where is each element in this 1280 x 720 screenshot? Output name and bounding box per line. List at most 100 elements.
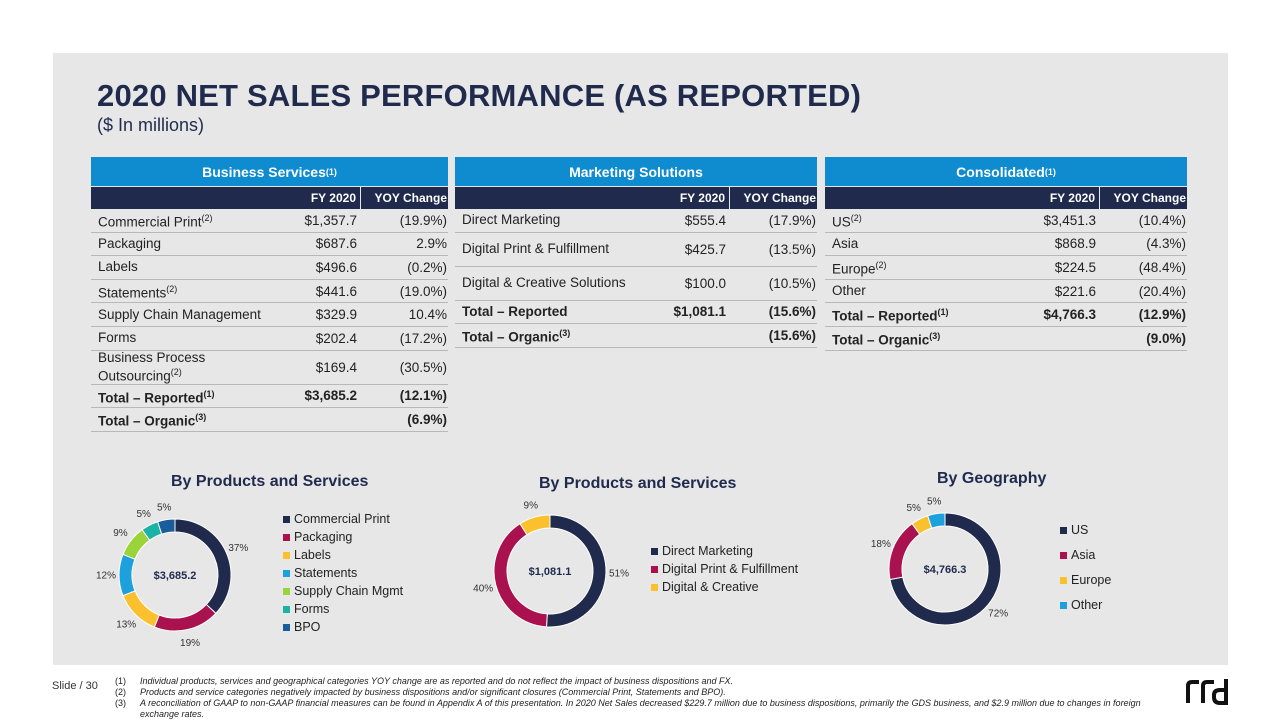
footnote-ref: (3) bbox=[929, 331, 941, 342]
slice-percent-label: 9% bbox=[113, 528, 128, 539]
row-fy-value: $687.6 bbox=[315, 236, 357, 252]
legend-label: Other bbox=[1071, 598, 1103, 612]
footnote-ref: (2) bbox=[166, 283, 178, 294]
footnote-ref: (1) bbox=[203, 388, 215, 399]
legend-label: Labels bbox=[294, 548, 331, 562]
column-header-row: FY 2020 YOY Change bbox=[91, 187, 448, 209]
row-yoy-value: (4.3%) bbox=[1146, 236, 1186, 252]
table-row: Total – Organic(3) (15.6%) bbox=[455, 324, 817, 348]
legend-swatch bbox=[651, 583, 658, 591]
row-label-text: Total – Reported bbox=[832, 308, 938, 324]
slice-percent-label: 13% bbox=[116, 619, 136, 630]
row-yoy-value: (13.5%) bbox=[768, 241, 816, 257]
table-header-label: Marketing Solutions bbox=[569, 163, 703, 180]
row-yoy-value: (19.0%) bbox=[399, 283, 447, 299]
footnote-number: (1) bbox=[115, 676, 126, 686]
page-subtitle: ($ In millions) bbox=[97, 115, 205, 135]
legend-swatch bbox=[1060, 577, 1067, 584]
donut-slice-asia bbox=[888, 522, 921, 581]
column-header-yoy: YOY Change bbox=[743, 191, 816, 205]
footnote-ref: (2) bbox=[201, 213, 213, 224]
table-row: Europe(2) $224.5 (48.4%) bbox=[825, 256, 1187, 280]
column-header-yoy: YOY Change bbox=[1113, 191, 1186, 205]
donut-center-total: $4,766.3 bbox=[924, 564, 967, 576]
table-row: US(2) $3,451.3 (10.4%) bbox=[825, 209, 1187, 233]
table-row: Statements(2) $441.6 (19.0%) bbox=[91, 280, 448, 304]
row-label: Total – Reported bbox=[455, 303, 644, 319]
legend-swatch bbox=[283, 605, 290, 613]
footnote: (1) Individual products, services and geo… bbox=[115, 676, 1175, 687]
row-label: US(2) bbox=[825, 211, 1014, 230]
table-header: Marketing Solutions bbox=[455, 157, 817, 186]
legend-swatch bbox=[283, 587, 290, 595]
table-header-label: Consolidated bbox=[956, 163, 1045, 180]
footnote-text: Products and service categories negative… bbox=[140, 687, 726, 697]
row-label: Digital Print & Fulfillment bbox=[455, 242, 644, 256]
row-label: Europe(2) bbox=[825, 258, 1014, 277]
legend-item: Digital Print & Fulfillment bbox=[651, 560, 798, 578]
row-fy-value: $100.0 bbox=[684, 275, 726, 291]
row-label: Direct Marketing bbox=[455, 213, 644, 227]
slice-percent-label: 5% bbox=[927, 496, 942, 507]
table-row: Supply Chain Management $329.9 10.4% bbox=[91, 303, 448, 327]
legend-label: Packaging bbox=[294, 530, 353, 544]
slice-percent-label: 72% bbox=[988, 608, 1008, 619]
legend-label: Commercial Print bbox=[294, 512, 390, 526]
donut-slice-statements bbox=[118, 553, 136, 597]
row-label-text: Total – Organic bbox=[462, 329, 560, 345]
row-label-text: Commercial Print bbox=[98, 214, 202, 230]
slice-percent-label: 18% bbox=[871, 539, 891, 550]
donut-slice-packaging bbox=[153, 603, 217, 632]
row-label: Statements(2) bbox=[91, 282, 275, 301]
legend-item: Digital & Creative bbox=[651, 578, 798, 596]
row-label-text: Supply Chain Management bbox=[98, 306, 261, 322]
legend-swatch bbox=[651, 565, 658, 573]
row-label: Other bbox=[825, 284, 1014, 298]
row-fy-value: $555.4 bbox=[684, 212, 726, 228]
legend-swatch bbox=[283, 533, 290, 541]
legend-item: BPO bbox=[283, 618, 403, 636]
slice-percent-label: 9% bbox=[524, 500, 539, 511]
row-fy-value: $496.6 bbox=[315, 259, 357, 275]
consolidated-table: Consolidated (1) FY 2020 YOY Change US(2) $3,… bbox=[825, 157, 1187, 351]
legend-business-services: Commercial Print Packaging Labels Statement… bbox=[283, 510, 403, 636]
donut-slice-bpo bbox=[157, 518, 176, 535]
row-fy-value: $224.5 bbox=[1054, 259, 1096, 275]
footnote-ref: (2) bbox=[875, 260, 887, 271]
row-label-text: Digital & Creative Solutions bbox=[462, 275, 626, 291]
row-label-text: Digital Print & Fulfillment bbox=[462, 241, 610, 257]
chart-title-marketing-solutions: By Products and Services bbox=[539, 475, 737, 492]
legend-swatch bbox=[283, 515, 290, 523]
chart-title-business-services: By Products and Services bbox=[171, 473, 369, 490]
row-label-text: US bbox=[832, 214, 851, 230]
legend-item: Packaging bbox=[283, 528, 403, 546]
row-label-text: Total – Reported bbox=[462, 303, 568, 319]
column-header-row: FY 2020 YOY Change bbox=[825, 187, 1187, 209]
legend-swatch bbox=[283, 569, 290, 577]
footnote-ref: (1) bbox=[1044, 166, 1056, 177]
footnote-number: (3) bbox=[115, 698, 126, 708]
row-label: Asia bbox=[825, 236, 1014, 251]
legend-item: Asia bbox=[1060, 543, 1111, 568]
footnote-number: (2) bbox=[115, 687, 126, 697]
table-row: Commercial Print(2) $1,357.7 (19.9%) bbox=[91, 209, 448, 233]
row-yoy-value: (9.0%) bbox=[1146, 330, 1186, 346]
row-label: Total – Organic(3) bbox=[455, 326, 644, 345]
footnote-ref: (2) bbox=[170, 366, 182, 377]
slice-percent-label: 5% bbox=[906, 503, 921, 514]
table-row: Total – Organic(3) (9.0%) bbox=[825, 327, 1187, 351]
slice-percent-label: 5% bbox=[157, 502, 172, 513]
legend-item: Statements bbox=[283, 564, 403, 582]
row-yoy-value: (10.4%) bbox=[1138, 212, 1186, 228]
donut-slice-other bbox=[927, 512, 946, 529]
legend-swatch bbox=[283, 551, 290, 559]
row-fy-value: $425.7 bbox=[684, 241, 726, 257]
slice-percent-label: 40% bbox=[473, 584, 493, 595]
donut-chart-geography: 72% 18% 5% 5% $4,766.3 bbox=[871, 496, 1008, 626]
slice-percent-label: 12% bbox=[96, 571, 116, 582]
table-row: Labels $496.6 (0.2%) bbox=[91, 256, 448, 280]
row-label: Total – Reported(1) bbox=[825, 305, 1014, 324]
row-yoy-value: (12.9%) bbox=[1138, 307, 1186, 323]
slice-percent-label: 19% bbox=[180, 638, 200, 649]
legend-label: BPO bbox=[294, 620, 321, 634]
